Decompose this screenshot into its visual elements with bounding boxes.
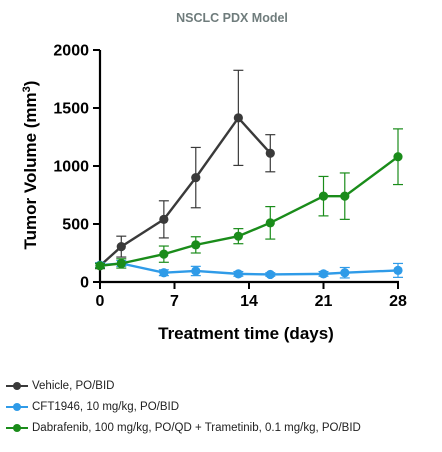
legend-item: CFT1946, 10 mg/kg, PO/BID [6,396,361,417]
y-tick-label: 0 [80,275,89,292]
tumor-volume-chart: NSCLC PDX Model Tumor Volume (mm3) Treat… [21,11,407,343]
series-layer [95,69,403,280]
legend-swatch [6,422,28,434]
legend-label: CFT1946, 10 mg/kg, PO/BID [32,400,180,413]
legend-item: Dabrafenib, 100 mg/kg, PO/QD + Trametini… [6,417,361,438]
legend-swatch [6,380,28,392]
y-axis-label: Tumor Volume (mm3) [21,81,40,250]
legend-swatch [6,401,28,413]
data-point [318,191,329,201]
data-point [159,249,169,259]
data-point [159,268,169,278]
data-point [340,191,350,201]
data-point [265,269,275,280]
x-tick-label: 7 [170,293,179,310]
series-line [99,155,399,267]
data-point [191,266,201,276]
data-point [233,231,243,241]
y-tick-label: 500 [62,217,89,234]
data-point [116,242,126,252]
axes [93,49,399,289]
series-0 [95,69,276,271]
y-tick-label: 1500 [53,101,89,118]
x-axis-label: Treatment time (days) [158,324,334,343]
y-tick-label: 1000 [53,159,89,176]
x-tick-label: 21 [315,293,333,310]
legend-label: Vehicle, PO/BID [32,379,115,392]
x-tick-label: 0 [96,293,105,310]
data-point [340,268,350,278]
series-line [99,262,399,276]
series-line [99,115,272,267]
data-point [393,152,403,162]
data-point [191,240,201,250]
data-point [233,269,243,279]
data-point [393,265,403,275]
series-2 [95,128,403,271]
data-point [233,113,243,123]
data-point [191,173,201,183]
data-point [318,269,329,279]
data-point [116,258,126,269]
legend: Vehicle, PO/BID CFT1946, 10 mg/kg, PO/BID… [6,375,361,438]
data-point [265,218,275,228]
chart-title: NSCLC PDX Model [176,11,288,25]
data-point [265,148,275,158]
tick-labels: 0 500 1000 1500 2000 0 7 14 21 28 [53,43,407,311]
data-point [95,261,105,271]
x-tick-label: 14 [240,293,258,310]
legend-label: Dabrafenib, 100 mg/kg, PO/QD + Trametini… [32,421,361,434]
y-tick-label: 2000 [53,43,89,60]
x-tick-label: 28 [389,293,407,310]
series-1 [95,258,403,280]
data-point [159,214,169,224]
legend-item: Vehicle, PO/BID [6,375,361,396]
